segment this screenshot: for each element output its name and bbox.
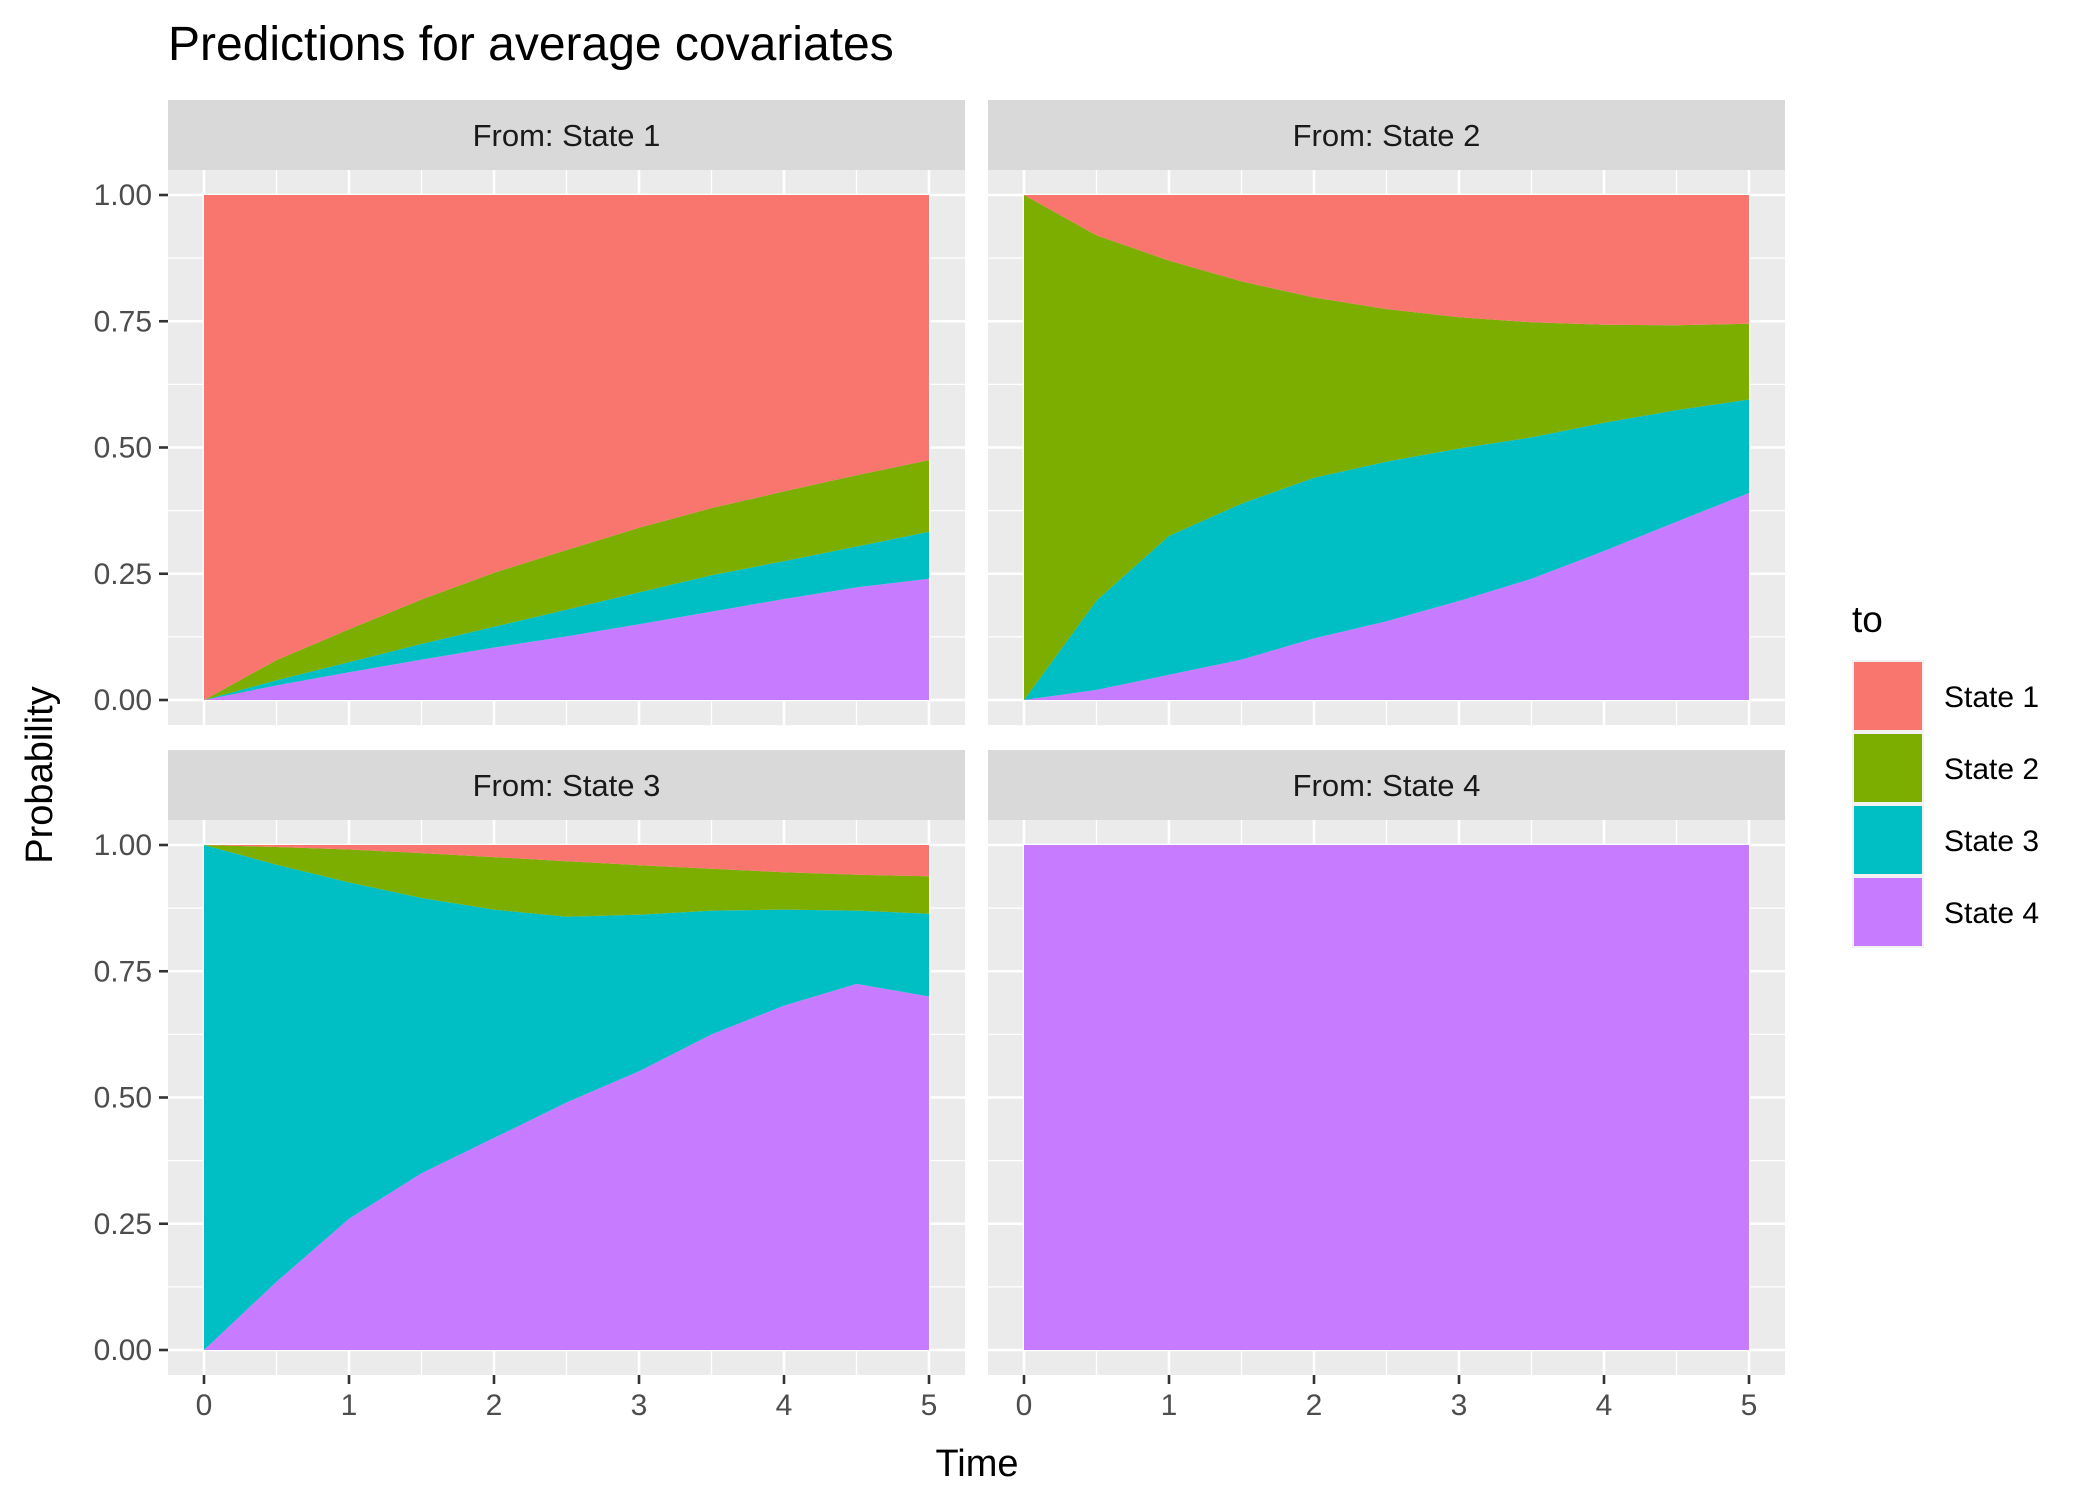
area-state-4 xyxy=(204,578,929,700)
x-axis-title: Time xyxy=(935,1443,1018,1485)
area-state-1 xyxy=(1024,195,1749,326)
x-tick-label: 2 xyxy=(1306,1389,1323,1422)
area-state-3 xyxy=(1024,399,1749,700)
area-state-2 xyxy=(204,845,929,917)
y-axis-title: Probability xyxy=(19,686,61,863)
y-tick-label: 0.00 xyxy=(94,1334,152,1367)
facet-panel: From: State 3 0.00 0.25 0.50 0.75 1.00 0 1 2 3 4 5 xyxy=(94,750,965,1422)
area-state-1 xyxy=(204,195,929,700)
x-tick-label: 4 xyxy=(776,1389,793,1422)
area-state-3 xyxy=(204,845,929,1350)
area-state-2 xyxy=(1024,195,1749,700)
area-state-2 xyxy=(204,460,929,700)
legend-key xyxy=(1854,878,1922,946)
area-state-4 xyxy=(1024,493,1749,700)
y-tick-label: 1.00 xyxy=(94,829,152,862)
facet-strip xyxy=(988,750,1785,820)
legend-title: to xyxy=(1852,599,1883,640)
x-tick-label: 1 xyxy=(341,1389,358,1422)
facet-panel: From: State 4 0 1 2 3 4 5 xyxy=(988,750,1785,1422)
facet-panel: From: State 1 0.00 0.25 0.50 0.75 1.00 xyxy=(94,100,965,725)
legend-label: State 2 xyxy=(1944,753,2039,786)
x-tick-label: 2 xyxy=(486,1389,503,1422)
x-tick-label: 0 xyxy=(1016,1389,1033,1422)
legend-label: State 1 xyxy=(1944,681,2039,714)
legend-key xyxy=(1854,734,1922,802)
y-tick-label: 0.25 xyxy=(94,1208,152,1241)
facet-panel: From: State 2 xyxy=(988,100,1785,725)
y-tick-label: 0.00 xyxy=(94,684,152,717)
area-state-4 xyxy=(1024,845,1749,1350)
x-tick-label: 4 xyxy=(1596,1389,1613,1422)
legend-label: State 4 xyxy=(1944,897,2039,930)
y-tick-label: 0.50 xyxy=(94,432,152,465)
y-tick-label: 1.00 xyxy=(94,179,152,212)
facet-strip-label: From: State 4 xyxy=(1293,768,1481,803)
facet-strip-label: From: State 2 xyxy=(1293,118,1481,153)
facet-strip xyxy=(168,750,965,820)
facet-strip xyxy=(988,100,1785,170)
area-state-4 xyxy=(204,983,929,1350)
facet-strip-label: From: State 1 xyxy=(473,118,661,153)
x-tick-label: 5 xyxy=(921,1389,938,1422)
legend-key xyxy=(1854,806,1922,874)
x-tick-label: 3 xyxy=(1451,1389,1468,1422)
x-tick-label: 3 xyxy=(631,1389,648,1422)
y-tick-label: 0.25 xyxy=(94,558,152,591)
legend-label: State 3 xyxy=(1944,825,2039,858)
x-tick-label: 0 xyxy=(196,1389,213,1422)
y-tick-label: 0.75 xyxy=(94,955,152,988)
y-tick-label: 0.75 xyxy=(94,305,152,338)
legend: to State 1 State 2 State 3 State 4 xyxy=(1852,599,2039,948)
legend-key xyxy=(1854,662,1922,730)
chart-title: Predictions for average covariates xyxy=(168,18,894,71)
facet-strip xyxy=(168,100,965,170)
y-tick-label: 0.50 xyxy=(94,1082,152,1115)
facet-strip-label: From: State 3 xyxy=(473,768,661,803)
area-state-3 xyxy=(204,531,929,700)
x-tick-label: 5 xyxy=(1741,1389,1758,1422)
area-state-1 xyxy=(204,845,929,877)
x-tick-label: 1 xyxy=(1161,1389,1178,1422)
